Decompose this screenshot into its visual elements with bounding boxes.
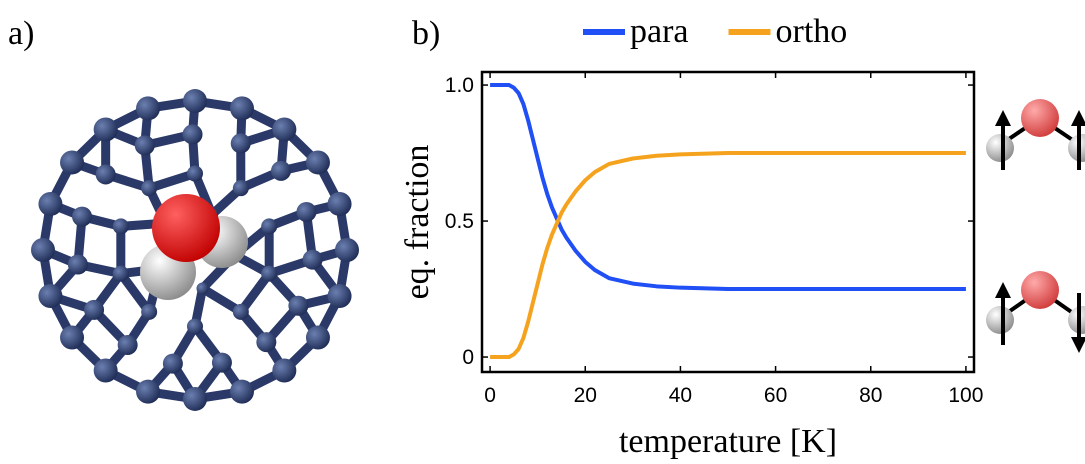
data-line — [490, 151, 966, 360]
atom — [302, 249, 323, 270]
y-tick-label: 0.5 — [445, 210, 474, 233]
y-tick-label: 0 — [462, 346, 474, 369]
atom — [261, 265, 278, 282]
legend-label: ortho — [776, 13, 848, 50]
atom — [261, 218, 278, 235]
panel-label: a) — [8, 15, 34, 52]
atom — [112, 265, 129, 282]
atom — [256, 332, 277, 353]
x-axis-title: temperature [K] — [619, 423, 837, 460]
x-tick-label: 0 — [484, 384, 496, 407]
atom — [162, 353, 183, 374]
data-line — [490, 83, 966, 292]
atom — [136, 379, 161, 404]
molecule-illustration — [986, 99, 1085, 170]
atom — [230, 133, 251, 154]
atom — [136, 96, 161, 121]
atom — [271, 160, 292, 181]
atom — [93, 358, 118, 383]
atom — [38, 284, 63, 309]
atom — [305, 325, 330, 350]
plot: 0 20 40 60 80 100 0 0.5 1.0 temperature [K] eq. fr… — [399, 13, 983, 460]
atom — [229, 96, 254, 121]
atom — [187, 165, 203, 182]
atom — [141, 303, 158, 320]
atom — [93, 117, 118, 142]
atom — [183, 89, 207, 114]
atom — [152, 194, 220, 262]
atom — [296, 201, 317, 222]
atom — [327, 191, 352, 216]
atom — [272, 358, 297, 383]
atom — [182, 124, 203, 145]
atom — [72, 206, 93, 227]
legend-label: para — [630, 13, 689, 50]
atom — [232, 180, 249, 197]
atom — [288, 295, 309, 316]
atom — [335, 238, 359, 262]
x-tick-label: 60 — [764, 384, 787, 407]
plot-frame — [480, 70, 976, 374]
atom — [38, 191, 63, 216]
atom — [327, 284, 352, 309]
x-tick-label: 100 — [948, 384, 983, 407]
bond — [144, 169, 200, 193]
fullerene-illustration — [31, 89, 359, 411]
atom — [117, 334, 138, 355]
atom — [95, 164, 116, 185]
panel-label: b) — [412, 15, 440, 52]
x-tick-label: 20 — [574, 384, 597, 407]
atom — [60, 150, 85, 175]
y-tick-label: 1.0 — [445, 74, 474, 97]
atom — [183, 386, 207, 411]
atom — [141, 180, 158, 197]
x-tick-label: 40 — [669, 384, 692, 407]
atom — [112, 218, 129, 235]
atom — [187, 318, 203, 335]
atom — [134, 135, 155, 156]
atom — [272, 117, 297, 142]
atom — [232, 303, 249, 320]
atom — [196, 282, 209, 295]
atom — [211, 352, 232, 373]
molecule-illustration — [986, 271, 1085, 353]
atom — [31, 238, 55, 262]
atom — [67, 254, 88, 275]
atom — [84, 299, 105, 320]
atom — [305, 150, 330, 175]
y-axis-title: eq. fraction — [399, 145, 436, 300]
atom — [60, 325, 85, 350]
atom — [229, 379, 254, 404]
x-tick-label: 80 — [859, 384, 882, 407]
